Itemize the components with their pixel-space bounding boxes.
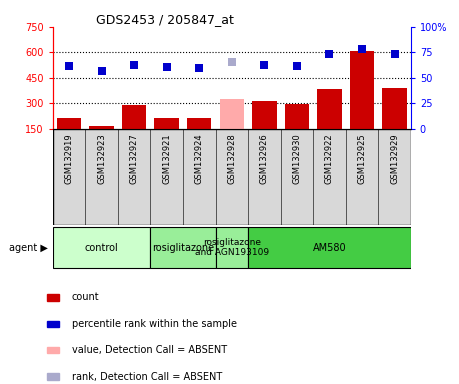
Bar	[90, 126, 114, 129]
Bar	[248, 227, 411, 268]
Text: GSM132930: GSM132930	[292, 134, 302, 184]
Text: control: control	[85, 243, 118, 253]
Bar	[216, 129, 248, 225]
Bar	[47, 321, 59, 327]
Text: GSM132928: GSM132928	[227, 134, 236, 184]
Point	[391, 51, 398, 58]
Bar	[122, 105, 146, 129]
Text: value, Detection Call = ABSENT: value, Detection Call = ABSENT	[72, 345, 227, 355]
Bar	[382, 88, 407, 129]
Bar	[216, 227, 248, 268]
Bar	[219, 99, 244, 129]
Point	[358, 46, 366, 52]
Bar	[285, 104, 309, 129]
Point	[326, 51, 333, 58]
Point	[98, 68, 105, 74]
Bar	[248, 129, 280, 225]
Point	[130, 61, 138, 68]
Point	[65, 63, 73, 69]
Bar	[350, 51, 374, 129]
Bar	[155, 118, 179, 129]
Bar	[346, 129, 378, 225]
Bar	[47, 347, 59, 353]
Text: rosiglitazone
and AGN193109: rosiglitazone and AGN193109	[195, 238, 269, 257]
Point	[261, 61, 268, 68]
Bar	[151, 129, 183, 225]
Text: GSM132925: GSM132925	[358, 134, 366, 184]
Bar	[53, 129, 85, 225]
Point	[163, 63, 170, 70]
Point	[196, 65, 203, 71]
Text: agent ▶: agent ▶	[9, 243, 48, 253]
Bar	[280, 129, 313, 225]
Point	[228, 60, 235, 66]
Bar	[183, 129, 216, 225]
Text: GSM132929: GSM132929	[390, 134, 399, 184]
Text: GSM132919: GSM132919	[65, 134, 73, 184]
Text: GSM132924: GSM132924	[195, 134, 204, 184]
Text: GDS2453 / 205847_at: GDS2453 / 205847_at	[96, 13, 234, 26]
Bar	[313, 129, 346, 225]
Bar	[47, 294, 59, 301]
Bar	[47, 373, 59, 380]
Text: count: count	[72, 292, 100, 303]
Bar	[57, 118, 81, 129]
Text: percentile rank within the sample: percentile rank within the sample	[72, 319, 237, 329]
Text: GSM132921: GSM132921	[162, 134, 171, 184]
Point	[293, 63, 301, 69]
Bar	[378, 129, 411, 225]
Bar	[53, 227, 151, 268]
Bar	[187, 118, 212, 129]
Text: GSM132926: GSM132926	[260, 134, 269, 184]
Text: rank, Detection Call = ABSENT: rank, Detection Call = ABSENT	[72, 372, 222, 382]
Bar	[118, 129, 151, 225]
Bar	[252, 101, 276, 129]
Text: GSM132927: GSM132927	[129, 134, 139, 184]
Bar	[317, 89, 341, 129]
Text: GSM132922: GSM132922	[325, 134, 334, 184]
Bar	[151, 227, 216, 268]
Text: GSM132923: GSM132923	[97, 134, 106, 184]
Bar	[85, 129, 118, 225]
Text: rosiglitazone: rosiglitazone	[152, 243, 214, 253]
Text: AM580: AM580	[313, 243, 346, 253]
